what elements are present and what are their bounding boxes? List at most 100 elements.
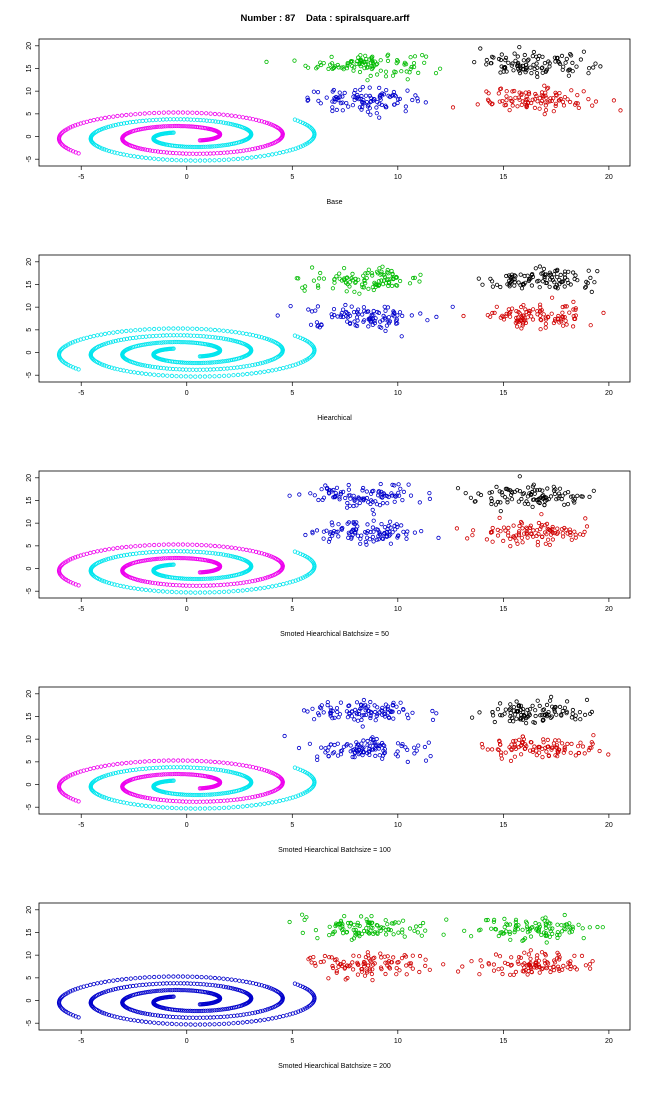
cluster-point bbox=[315, 304, 320, 309]
cluster-point bbox=[582, 712, 588, 718]
spiral-point bbox=[104, 773, 109, 778]
cluster-point bbox=[309, 265, 315, 270]
cluster-point bbox=[536, 520, 542, 526]
x-tick-label: -5 bbox=[78, 822, 84, 829]
cluster-point bbox=[495, 499, 500, 505]
spiral-point bbox=[222, 359, 227, 364]
cluster-point bbox=[563, 60, 568, 65]
spiral-point bbox=[172, 339, 177, 345]
spiral-point bbox=[258, 577, 263, 582]
cluster-point bbox=[533, 708, 538, 713]
spiral-point bbox=[197, 367, 202, 372]
cluster-point bbox=[519, 740, 525, 745]
cluster-point bbox=[352, 289, 357, 294]
spiral-point bbox=[250, 795, 255, 800]
cluster-point bbox=[559, 929, 565, 934]
cluster-point bbox=[495, 533, 501, 538]
cluster-point bbox=[560, 534, 566, 539]
spiral-point bbox=[233, 330, 238, 335]
y-tick-label: 10 bbox=[26, 951, 33, 959]
cluster-point bbox=[374, 111, 379, 116]
cluster-point bbox=[379, 278, 384, 283]
cluster-point bbox=[569, 537, 574, 542]
cluster-point bbox=[555, 964, 561, 969]
spiral-point bbox=[165, 340, 170, 345]
cluster-point bbox=[517, 474, 522, 479]
spiral-point bbox=[124, 760, 129, 766]
cluster-point bbox=[375, 61, 380, 66]
cluster-point bbox=[326, 745, 331, 750]
spiral-point bbox=[249, 587, 254, 592]
cluster-point bbox=[377, 324, 382, 330]
spiral-point bbox=[143, 371, 148, 376]
spiral-point bbox=[107, 796, 112, 802]
spiral-point bbox=[104, 557, 109, 562]
spiral-point bbox=[172, 771, 177, 777]
cluster-point bbox=[492, 719, 497, 725]
spiral-point bbox=[188, 590, 193, 595]
cluster-point bbox=[510, 99, 515, 104]
cluster-point bbox=[555, 316, 560, 321]
spiral-point bbox=[187, 583, 192, 588]
cluster-point bbox=[538, 101, 544, 106]
cluster-point bbox=[542, 503, 547, 508]
spiral-point bbox=[201, 360, 206, 366]
cluster-point bbox=[523, 320, 529, 326]
spiral-point bbox=[170, 124, 175, 129]
spiral-point bbox=[212, 806, 217, 811]
cluster-point bbox=[357, 62, 362, 67]
cluster-point bbox=[310, 531, 315, 536]
cluster-point bbox=[410, 710, 415, 715]
cluster-point bbox=[494, 304, 499, 309]
spiral-point bbox=[135, 1018, 141, 1023]
cluster-point bbox=[372, 741, 377, 746]
spiral-point bbox=[133, 760, 138, 765]
spiral-point bbox=[152, 989, 157, 994]
cluster-point bbox=[378, 481, 383, 487]
cluster-point bbox=[535, 99, 540, 104]
spiral-point bbox=[99, 980, 104, 985]
cluster-point bbox=[502, 924, 507, 930]
spiral-point bbox=[124, 112, 129, 118]
cluster-point bbox=[536, 963, 542, 968]
spiral-point bbox=[226, 1006, 231, 1011]
cluster-point bbox=[514, 538, 519, 543]
cluster-point bbox=[388, 532, 393, 537]
spiral-point bbox=[213, 983, 218, 988]
spiral-point bbox=[157, 124, 162, 129]
spiral-point bbox=[259, 335, 264, 340]
cluster-point bbox=[404, 963, 409, 968]
cluster-point bbox=[485, 747, 490, 752]
cluster-point bbox=[417, 279, 422, 284]
spiral-point bbox=[153, 1013, 158, 1018]
spiral-point bbox=[145, 147, 150, 153]
spiral-point bbox=[152, 758, 157, 764]
spiral-point bbox=[191, 549, 197, 554]
spiral-point bbox=[180, 1008, 185, 1013]
y-tick-label: -5 bbox=[26, 1020, 33, 1026]
spiral-point bbox=[228, 582, 233, 587]
spiral-point bbox=[152, 588, 157, 593]
spiral-point bbox=[218, 768, 223, 773]
spiral-point bbox=[183, 340, 188, 345]
spiral-point bbox=[108, 556, 113, 561]
y-tick-label: 0 bbox=[26, 998, 33, 1002]
cluster-point bbox=[562, 748, 567, 753]
spiral-point bbox=[266, 585, 271, 590]
spiral-point bbox=[119, 113, 125, 118]
spiral-point bbox=[269, 986, 274, 991]
cluster-point bbox=[557, 320, 562, 325]
spiral-point bbox=[298, 792, 303, 797]
cluster-point bbox=[498, 315, 503, 320]
cluster-point bbox=[413, 924, 419, 929]
cluster-point bbox=[493, 952, 499, 957]
cluster-point bbox=[343, 280, 349, 285]
spiral-point bbox=[262, 801, 267, 806]
cluster-point bbox=[570, 324, 576, 329]
spiral-point bbox=[178, 549, 183, 554]
spiral-point bbox=[163, 556, 168, 561]
cluster-point bbox=[554, 55, 560, 61]
cluster-point bbox=[370, 967, 375, 972]
cluster-point bbox=[525, 707, 530, 713]
cluster-point bbox=[543, 953, 548, 958]
